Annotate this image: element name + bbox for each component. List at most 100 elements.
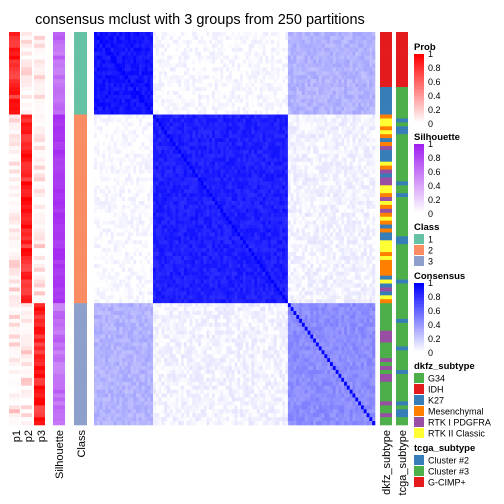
consensus-cell (138, 39, 143, 45)
consensus-cell (183, 197, 188, 202)
consensus-cell (169, 157, 173, 162)
consensus-cell (220, 83, 224, 88)
consensus-cell (141, 106, 145, 111)
prob-cell (34, 173, 45, 178)
consensus-cell (147, 32, 151, 37)
consensus-cell (273, 134, 277, 139)
consensus-cell (237, 153, 241, 159)
consensus-cell (254, 106, 258, 111)
prob-cell (9, 267, 20, 273)
prob-cell (34, 338, 45, 343)
consensus-cell (99, 110, 103, 115)
silhouette-cell (53, 208, 65, 214)
class-cell (74, 185, 87, 190)
consensus-cell (265, 90, 269, 96)
consensus-cell (150, 59, 154, 64)
consensus-cell (262, 122, 266, 127)
consensus-cell (122, 110, 126, 115)
consensus-cell (234, 197, 238, 202)
consensus-cell (200, 189, 204, 194)
consensus-cell (102, 79, 106, 84)
consensus-cell (200, 98, 204, 104)
consensus-cell (352, 193, 356, 198)
consensus-cell (327, 87, 331, 92)
consensus-cell (256, 173, 261, 178)
consensus-cell (315, 94, 320, 100)
consensus-cell (245, 130, 249, 135)
consensus-cell (287, 94, 291, 100)
silhouette-cell (53, 248, 65, 253)
consensus-cell (265, 165, 269, 170)
consensus-cell (136, 173, 140, 178)
consensus-cell (197, 122, 202, 127)
prob-cell (21, 142, 32, 147)
consensus-cell (304, 114, 308, 119)
consensus-cell (363, 51, 367, 56)
consensus-cell (113, 153, 117, 159)
consensus-cell (158, 39, 162, 45)
consensus-cell (203, 102, 207, 107)
consensus-cell (256, 110, 261, 115)
consensus-cell (186, 110, 190, 115)
consensus-cell (102, 75, 106, 80)
consensus-cell (189, 197, 193, 202)
consensus-cell (251, 32, 255, 37)
consensus-cell (251, 157, 255, 162)
consensus-cell (161, 197, 165, 202)
consensus-cell (282, 181, 286, 186)
prob-cell (9, 350, 20, 355)
consensus-cell (155, 110, 159, 115)
consensus-cell (279, 197, 283, 202)
prob-cell (9, 87, 20, 92)
consensus-cell (113, 71, 117, 76)
consensus-cell (315, 134, 320, 139)
consensus-cell (315, 106, 320, 111)
consensus-cell (310, 59, 314, 64)
consensus-cell (341, 200, 345, 206)
consensus-cell (296, 63, 300, 68)
consensus-cell (192, 122, 196, 127)
consensus-cell (313, 138, 317, 143)
prob-cell (21, 130, 32, 135)
consensus-cell (181, 98, 185, 104)
consensus-cell (186, 200, 190, 206)
consensus-cell (108, 185, 112, 190)
prob-cell (9, 177, 20, 182)
consensus-cell (287, 197, 291, 202)
consensus-cell (234, 63, 238, 68)
consensus-cell (332, 55, 336, 60)
consensus-cell (301, 71, 306, 76)
consensus-cell (223, 67, 227, 72)
consensus-cell (332, 181, 336, 186)
consensus-cell (313, 114, 317, 119)
consensus-cell (99, 32, 103, 37)
consensus-cell (265, 142, 269, 147)
consensus-cell (363, 55, 367, 60)
consensus-cell (245, 90, 249, 96)
consensus-cell (217, 165, 221, 170)
silhouette-cell (53, 153, 65, 159)
consensus-cell (237, 185, 241, 190)
consensus-cell (237, 145, 241, 151)
consensus-cell (344, 110, 348, 115)
consensus-cell (178, 75, 182, 80)
consensus-cell (94, 110, 98, 115)
consensus-cell (256, 32, 261, 37)
prob-cell (21, 32, 32, 37)
consensus-cell (254, 153, 258, 159)
consensus-cell (155, 90, 159, 96)
consensus-cell (195, 118, 199, 123)
consensus-cell (175, 165, 179, 170)
consensus-cell (324, 157, 328, 162)
consensus-cell (172, 32, 176, 37)
consensus-cell (293, 122, 297, 127)
consensus-cell (324, 169, 328, 174)
consensus-cell (197, 35, 202, 41)
consensus-cell (181, 83, 185, 88)
consensus-cell (310, 35, 314, 41)
consensus-cell (192, 51, 196, 56)
consensus-cell (237, 106, 241, 111)
consensus-cell (358, 71, 362, 76)
consensus-cell (366, 67, 370, 72)
consensus-cell (189, 67, 193, 72)
